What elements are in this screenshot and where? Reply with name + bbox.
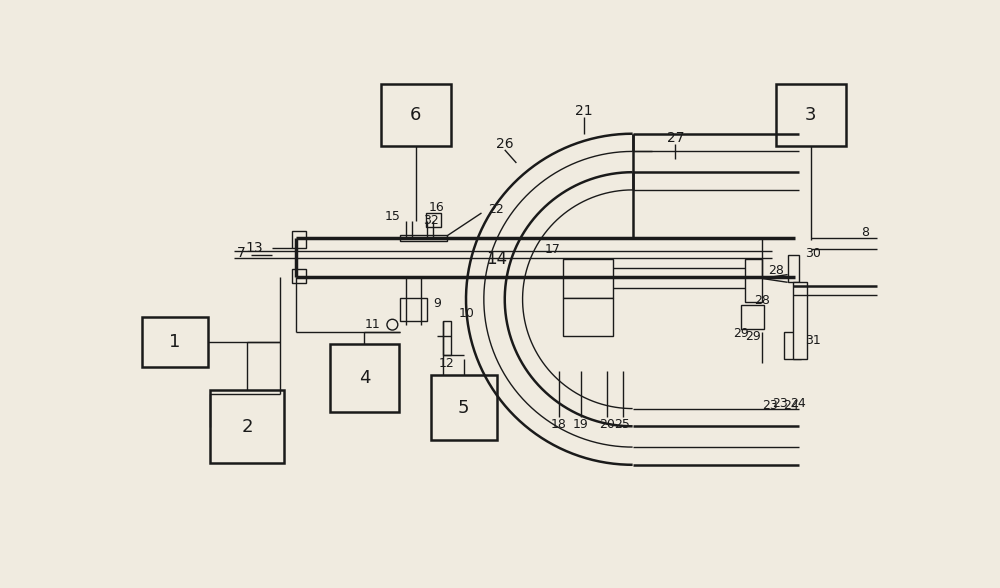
- Bar: [330, 344, 399, 412]
- Bar: [443, 321, 450, 356]
- Text: 15: 15: [384, 211, 400, 223]
- Text: 2: 2: [242, 418, 253, 436]
- Text: 21: 21: [575, 103, 593, 118]
- Text: 4: 4: [359, 369, 370, 387]
- Text: 19: 19: [573, 418, 589, 431]
- Bar: [431, 375, 497, 440]
- Text: 16: 16: [429, 201, 445, 214]
- Bar: [292, 269, 306, 283]
- Bar: [745, 259, 762, 302]
- Text: 3: 3: [805, 106, 817, 124]
- Bar: [400, 235, 447, 240]
- Bar: [400, 298, 427, 321]
- Text: 30: 30: [805, 248, 821, 260]
- Bar: [788, 255, 799, 282]
- Bar: [381, 85, 450, 146]
- Text: 9: 9: [433, 296, 441, 310]
- Text: 20: 20: [599, 418, 615, 431]
- Bar: [210, 390, 284, 463]
- Text: 7: 7: [236, 246, 245, 260]
- Text: 25: 25: [615, 418, 630, 431]
- Text: 8: 8: [861, 226, 869, 239]
- Text: 29: 29: [733, 328, 749, 340]
- Text: 1: 1: [169, 333, 180, 352]
- Text: 6: 6: [410, 106, 421, 124]
- Text: 24: 24: [784, 399, 799, 412]
- Text: 18: 18: [551, 418, 567, 431]
- Bar: [741, 305, 764, 329]
- Text: 26: 26: [496, 136, 514, 151]
- Text: 31: 31: [805, 333, 821, 346]
- Text: 29: 29: [745, 330, 761, 343]
- Text: 28: 28: [768, 264, 784, 278]
- Text: 10: 10: [458, 306, 474, 320]
- Text: 17: 17: [545, 243, 561, 256]
- Text: 23: 23: [762, 399, 778, 412]
- Text: 14: 14: [486, 250, 508, 268]
- Text: 13: 13: [245, 240, 263, 255]
- Text: 11: 11: [365, 318, 381, 331]
- Text: 22: 22: [488, 203, 503, 216]
- Text: 28: 28: [754, 293, 770, 306]
- Text: 32: 32: [423, 214, 439, 227]
- Text: 24: 24: [790, 397, 806, 410]
- Bar: [776, 85, 846, 146]
- Bar: [793, 282, 807, 359]
- Text: 5: 5: [458, 399, 469, 417]
- Bar: [784, 332, 801, 359]
- Bar: [292, 230, 306, 248]
- Bar: [142, 317, 208, 367]
- Bar: [563, 298, 613, 336]
- Text: 27: 27: [666, 131, 684, 145]
- Bar: [563, 259, 613, 298]
- Text: 23: 23: [772, 397, 788, 410]
- Bar: [426, 213, 441, 227]
- Text: 12: 12: [439, 357, 454, 370]
